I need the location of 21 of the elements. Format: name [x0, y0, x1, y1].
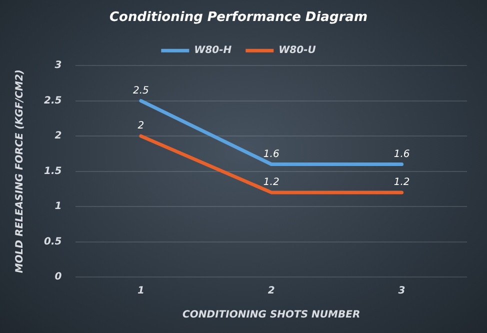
data-label: 1.2: [394, 177, 410, 188]
chart-title: Conditioning Performance Diagram: [110, 10, 368, 26]
y-tick-label: 2.5: [44, 95, 62, 106]
y-tick-label: 0.5: [44, 236, 62, 248]
x-tick-label: 3: [398, 286, 406, 297]
x-tick-label: 2: [268, 286, 275, 297]
x-axis-title: CONDITIONING SHOTS NUMBER: [182, 310, 360, 321]
y-tick-label: 1.5: [44, 166, 62, 177]
legend-label: W80-H: [194, 45, 232, 56]
legend-label: W80-U: [278, 45, 316, 56]
y-tick-label: 2: [54, 130, 62, 142]
data-label: 1.2: [263, 177, 280, 188]
x-tick-label: 1: [137, 286, 144, 297]
y-tick-label: 3: [54, 60, 62, 72]
data-label: 1.6: [394, 148, 410, 160]
data-label: 2.5: [132, 85, 149, 96]
data-label: 2: [138, 120, 144, 132]
data-label: 1.6: [263, 148, 280, 160]
y-tick-label: 1: [54, 201, 62, 212]
y-tick-label: 0: [54, 272, 62, 283]
y-axis-title: MOLD RELEASING FORCE (KGF/CM2): [14, 70, 26, 274]
